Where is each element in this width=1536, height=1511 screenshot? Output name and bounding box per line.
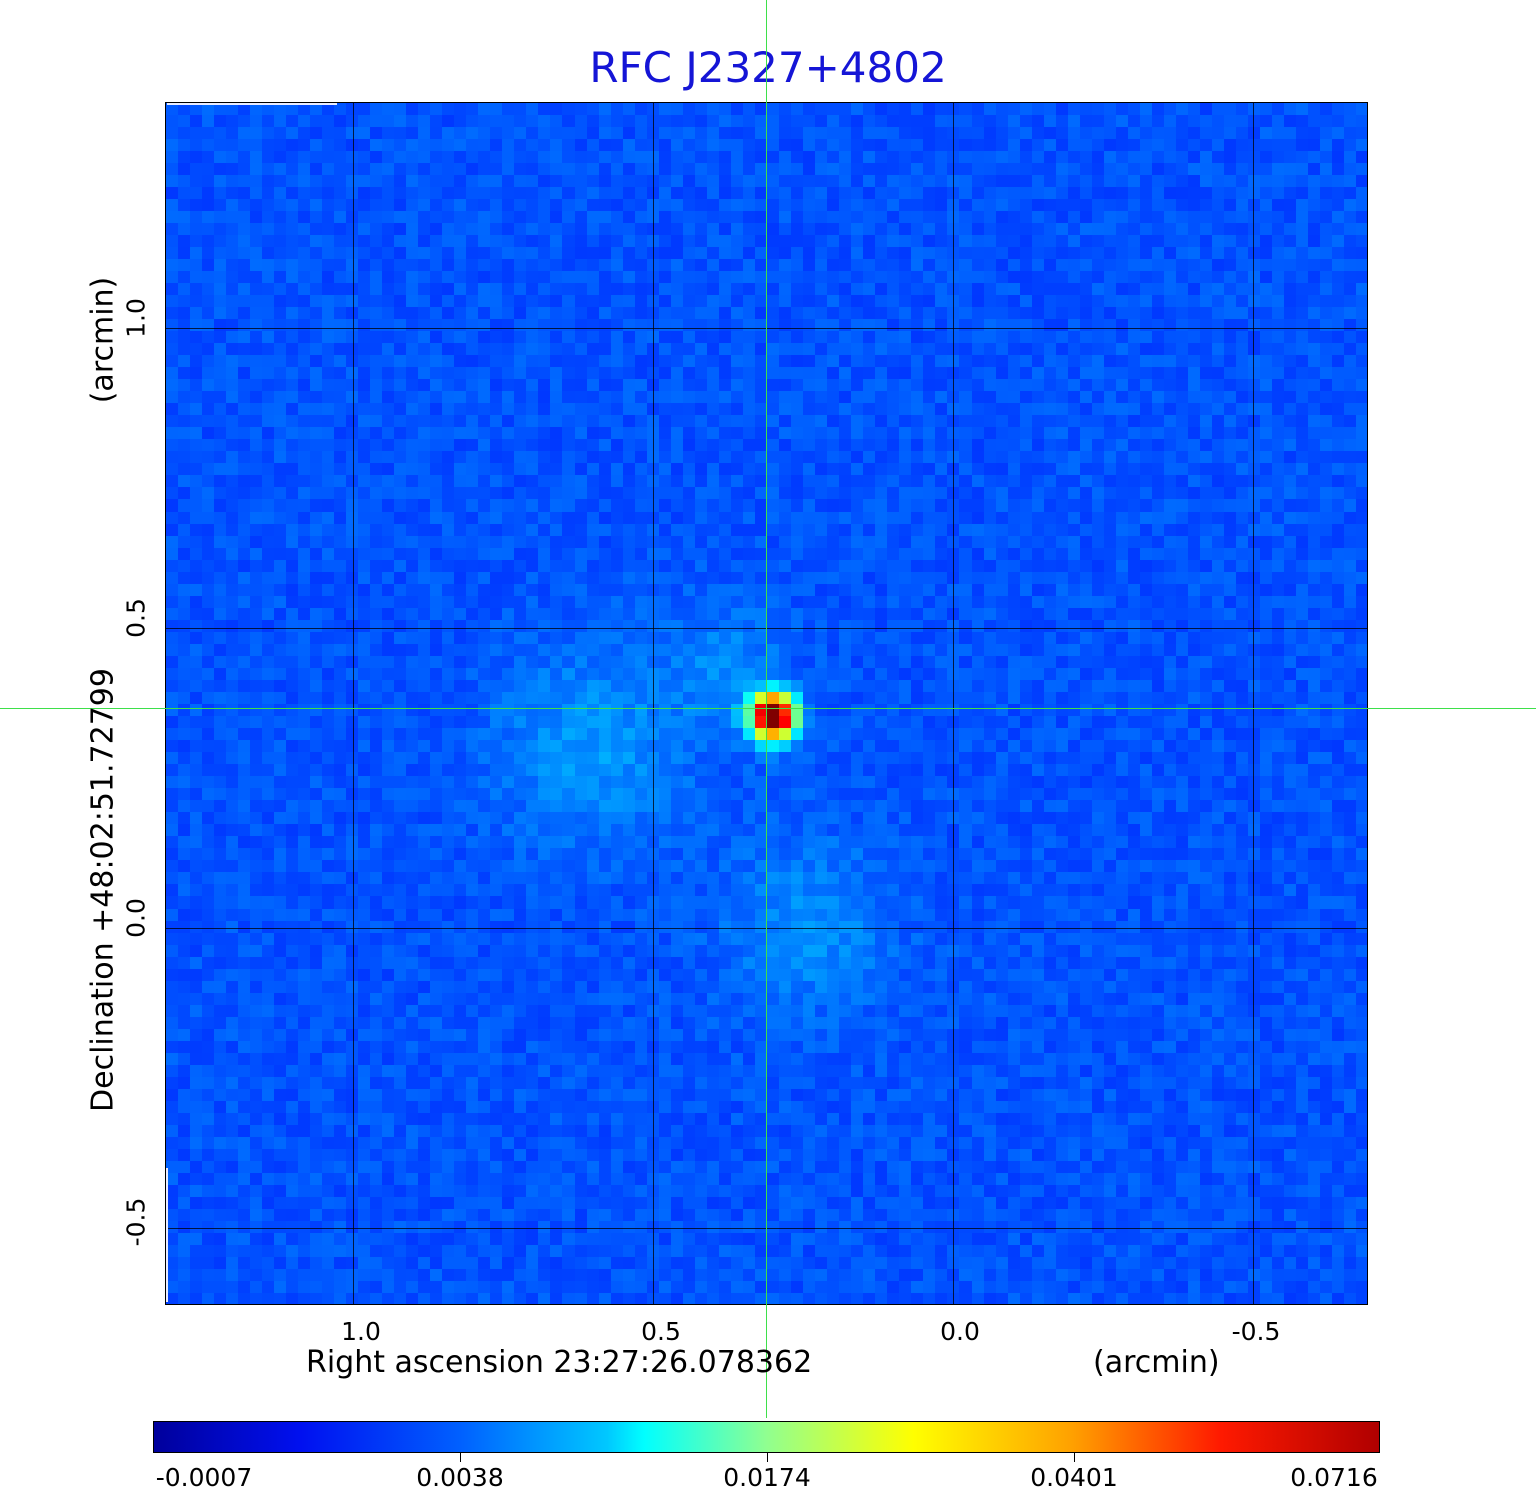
grid-line-ra-0.0 [953, 103, 954, 1304]
x-axis-unit: (arcmin) [1093, 1345, 1220, 1380]
colorbar-tick [767, 1452, 768, 1462]
colorbar-tick [1074, 1452, 1075, 1462]
colorbar-label: 0.0174 [723, 1463, 811, 1492]
y-tick-label: 0.5 [121, 598, 151, 638]
grid-line-ra-0.5 [653, 103, 654, 1304]
crosshair-horizontal [0, 708, 1536, 709]
colorbar-label: -0.0007 [155, 1463, 253, 1492]
colorbar-tick [460, 1452, 461, 1462]
colorbar [153, 1421, 1380, 1453]
x-axis-label: Right ascension 23:27:26.078362 [306, 1345, 813, 1380]
crosshair-vertical [766, 0, 767, 1418]
colorbar-label: 0.0716 [1290, 1463, 1378, 1492]
x-tick-label: 0.5 [641, 1317, 681, 1346]
beam-scale-marker-horizontal [167, 103, 337, 105]
y-axis-unit: (arcmin) [85, 276, 121, 404]
colorbar-label: 0.0038 [416, 1463, 504, 1492]
image-title: RFC J2327+4802 [589, 43, 947, 92]
grid-line-ra-minus-0.5 [1253, 103, 1254, 1304]
y-tick-label: 0.0 [121, 898, 151, 938]
x-tick-label: 1.0 [341, 1317, 381, 1346]
x-tick-label: 0.0 [940, 1317, 980, 1346]
x-tick-label: -0.5 [1231, 1317, 1281, 1346]
colorbar-label: 0.0401 [1030, 1463, 1118, 1492]
beam-scale-marker-vertical [166, 1168, 168, 1302]
intensity-map[interactable] [166, 103, 1367, 1304]
y-axis-label: Declination +48:02:51.72799 [85, 668, 121, 1112]
y-tick-label: 1.0 [121, 298, 151, 338]
y-tick-label: -0.5 [121, 1197, 151, 1247]
grid-line-ra-1.0 [353, 103, 354, 1304]
